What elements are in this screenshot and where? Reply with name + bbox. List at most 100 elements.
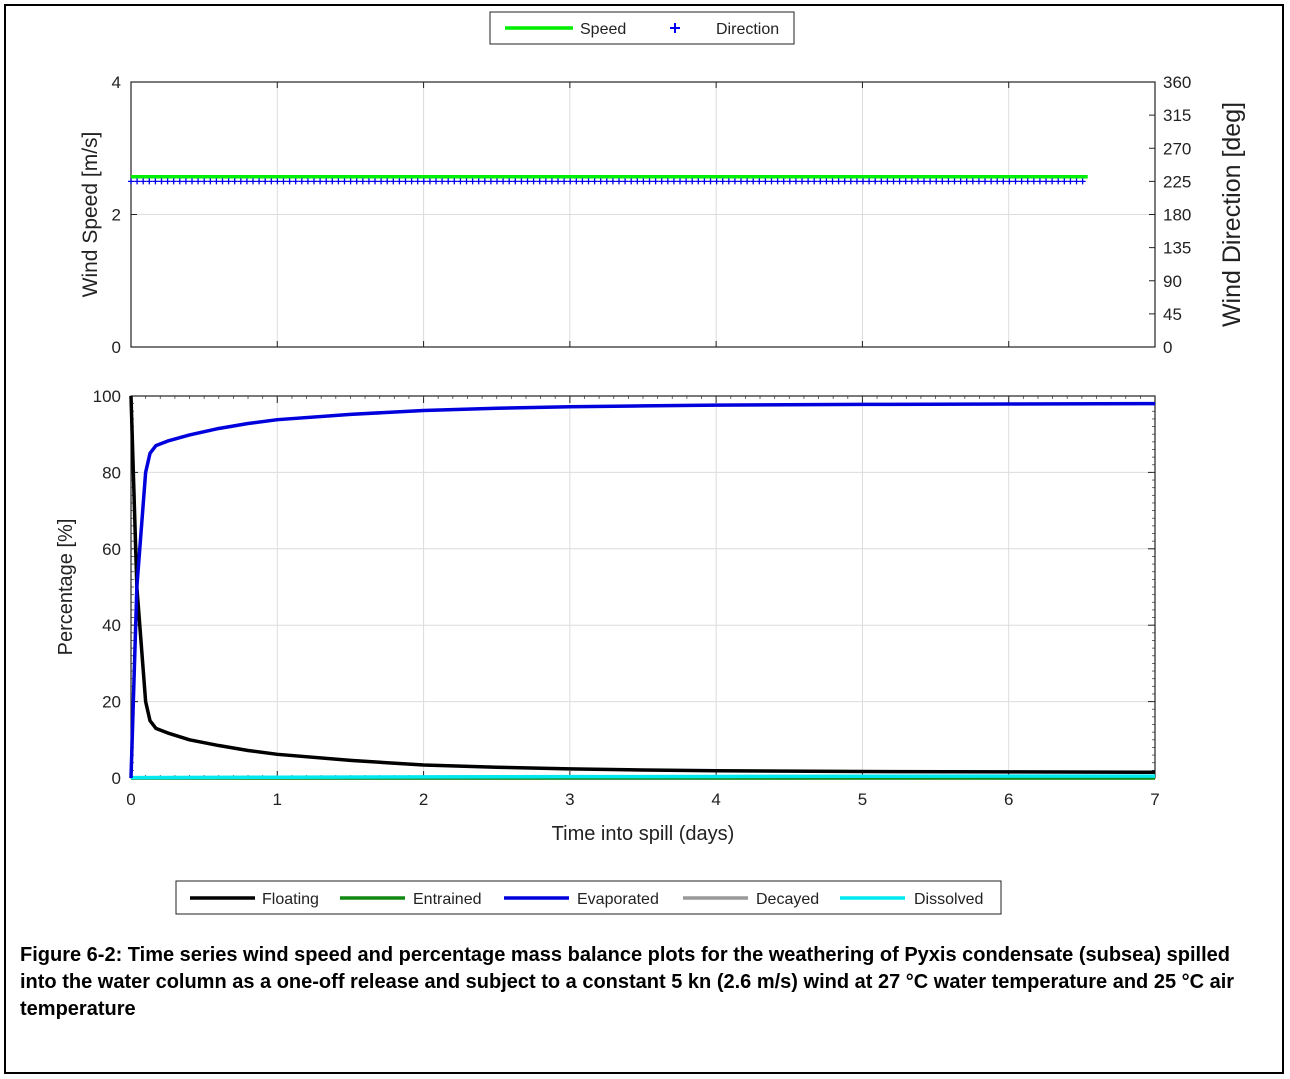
direction-marker	[542, 178, 549, 185]
direction-marker	[768, 178, 775, 185]
direction-marker	[262, 178, 269, 185]
direction-marker	[426, 178, 433, 185]
direction-marker	[866, 178, 873, 185]
direction-marker	[298, 178, 305, 185]
direction-marker	[640, 178, 647, 185]
direction-marker	[481, 178, 488, 185]
figure-frame	[4, 4, 1284, 1074]
direction-marker	[994, 178, 1001, 185]
direction-marker	[860, 178, 867, 185]
y-tick-label: 80	[102, 463, 121, 482]
direction-marker	[457, 178, 464, 185]
legend-label-dissolved: Dissolved	[914, 891, 983, 908]
direction-marker	[134, 178, 141, 185]
direction-marker	[1067, 178, 1074, 185]
direction-marker	[1000, 178, 1007, 185]
axes-box	[130, 81, 1156, 348]
direction-marker	[933, 178, 940, 185]
direction-marker	[884, 178, 891, 185]
direction-marker	[738, 178, 745, 185]
direction-marker	[719, 178, 726, 185]
series-dissolved-line	[130, 774, 1155, 780]
direction-marker	[1018, 178, 1025, 185]
direction-marker	[231, 178, 238, 185]
direction-marker	[951, 178, 958, 185]
direction-marker	[164, 178, 171, 185]
x-tick-label: 1	[273, 790, 282, 809]
direction-marker	[402, 178, 409, 185]
x-tick-label: 7	[1150, 790, 1159, 809]
x-tick-label: 4	[711, 790, 720, 809]
direction-marker	[939, 178, 946, 185]
y-tick-label-right: 135	[1163, 239, 1191, 258]
x-tick-label: 2	[419, 790, 428, 809]
direction-marker	[780, 178, 787, 185]
y-tick-label-left: 2	[112, 206, 121, 225]
direction-marker	[731, 178, 738, 185]
direction-marker	[500, 178, 507, 185]
direction-marker	[451, 178, 458, 185]
direction-marker	[506, 178, 513, 185]
direction-marker	[603, 178, 610, 185]
series-direction-markers	[128, 178, 1086, 185]
direction-marker	[817, 178, 824, 185]
direction-marker	[945, 178, 952, 185]
direction-marker	[853, 178, 860, 185]
direction-marker	[567, 178, 574, 185]
direction-marker	[408, 178, 415, 185]
y-tick-label: 40	[102, 616, 121, 635]
direction-marker	[927, 178, 934, 185]
direction-marker	[225, 178, 232, 185]
mass-balance-plot: 0 1 2 3 4 5 6 7 0 20 40 60 80 100 Percentage [%] Time i…	[55, 387, 1160, 915]
y-axis-label-right: Wind Direction [deg]	[1218, 102, 1246, 327]
direction-marker	[609, 178, 616, 185]
direction-marker	[896, 178, 903, 185]
direction-marker	[573, 178, 580, 185]
direction-marker	[219, 178, 226, 185]
direction-marker	[359, 178, 366, 185]
legend-label-speed: Speed	[580, 21, 626, 38]
direction-marker	[128, 178, 134, 185]
direction-marker	[207, 178, 214, 185]
y-tick-label-right: 225	[1163, 172, 1191, 191]
y-tick-label-right: 180	[1163, 206, 1191, 225]
direction-marker	[268, 178, 275, 185]
direction-marker	[1012, 178, 1019, 185]
direction-marker	[170, 178, 177, 185]
direction-marker	[835, 178, 842, 185]
direction-marker	[530, 178, 537, 185]
direction-marker	[725, 178, 732, 185]
direction-marker	[878, 178, 885, 185]
y-tick-label-right: 0	[1163, 338, 1172, 357]
direction-marker	[152, 178, 159, 185]
legend-bottom: Floating Entrained Evaporated Decayed Dissol…	[175, 880, 1002, 915]
direction-marker	[957, 178, 964, 185]
direction-marker	[890, 178, 897, 185]
direction-marker	[975, 178, 982, 185]
direction-marker	[786, 178, 793, 185]
direction-marker	[664, 178, 671, 185]
direction-marker	[652, 178, 659, 185]
direction-marker	[658, 178, 665, 185]
direction-marker	[914, 178, 921, 185]
direction-marker	[195, 178, 202, 185]
direction-marker	[585, 178, 592, 185]
direction-marker	[182, 178, 189, 185]
direction-marker	[683, 178, 690, 185]
direction-marker	[628, 178, 635, 185]
y-tick-label: 20	[102, 693, 121, 712]
direction-marker	[1055, 178, 1062, 185]
wind-plot: 0 2 4 0 45 90 135 180 225 270 315 360 Wind Speed [m/…	[79, 11, 1246, 357]
axes-box	[130, 395, 1156, 779]
direction-marker	[811, 178, 818, 185]
y-tick-label-right: 360	[1163, 73, 1191, 92]
direction-marker	[823, 178, 830, 185]
direction-marker	[494, 178, 501, 185]
direction-marker	[646, 178, 653, 185]
legend-label-floating: Floating	[262, 891, 319, 908]
direction-marker	[201, 178, 208, 185]
direction-marker	[372, 178, 379, 185]
legend-swatch-direction	[670, 23, 680, 33]
legend-label-evaporated: Evaporated	[577, 891, 659, 908]
